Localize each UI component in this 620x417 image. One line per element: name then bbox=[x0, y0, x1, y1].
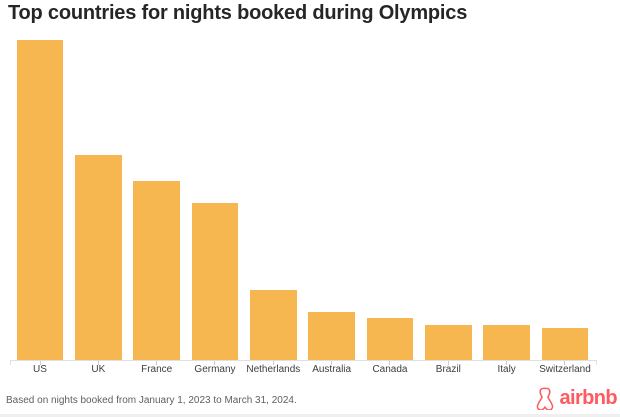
x-label-us: US bbox=[33, 364, 47, 375]
bar-uk bbox=[75, 155, 122, 360]
x-tick-canada bbox=[389, 361, 391, 365]
x-tick-italy bbox=[506, 361, 508, 365]
airbnb-logo: airbnb bbox=[531, 385, 618, 410]
x-label-netherlands: Netherlands bbox=[246, 364, 301, 375]
bar-netherlands bbox=[250, 290, 297, 360]
x-label-uk: UK bbox=[91, 364, 106, 375]
airbnb-wordmark: airbnb bbox=[559, 386, 617, 409]
chart-title: Top countries for nights booked during O… bbox=[8, 2, 468, 24]
bar-australia bbox=[308, 312, 355, 360]
x-tick-germany bbox=[214, 361, 216, 365]
x-tick-us bbox=[39, 361, 41, 365]
bar-france bbox=[133, 181, 180, 360]
x-axis-end-tick-right bbox=[596, 360, 597, 365]
bar-us bbox=[16, 40, 64, 360]
page-bottom-divider bbox=[0, 414, 620, 417]
bar-switzerland bbox=[541, 328, 589, 360]
x-label-australia: Australia bbox=[312, 364, 352, 375]
x-label-germany: Germany bbox=[194, 364, 236, 375]
x-label-brazil: Brazil bbox=[435, 364, 461, 375]
x-tick-france bbox=[156, 361, 158, 365]
x-tick-switzerland bbox=[564, 361, 566, 365]
bar-italy bbox=[483, 325, 530, 360]
x-label-canada: Canada bbox=[372, 364, 408, 375]
x-label-france: France bbox=[141, 364, 173, 375]
bar-brazil bbox=[425, 325, 472, 360]
x-label-switzerland: Switzerland bbox=[539, 364, 591, 375]
airbnb-belo-icon bbox=[537, 387, 554, 410]
x-label-italy: Italy bbox=[497, 364, 516, 375]
x-tick-netherlands bbox=[272, 361, 274, 365]
x-axis-end-tick-left bbox=[10, 360, 11, 365]
footnote: Based on nights booked from January 1, 2… bbox=[6, 395, 297, 406]
x-axis-line bbox=[10, 360, 597, 361]
plot-area bbox=[16, 40, 589, 360]
bar-germany bbox=[191, 203, 239, 360]
x-tick-australia bbox=[331, 361, 333, 365]
x-tick-brazil bbox=[447, 361, 449, 365]
bar-canada bbox=[366, 318, 414, 360]
x-tick-uk bbox=[97, 361, 99, 365]
